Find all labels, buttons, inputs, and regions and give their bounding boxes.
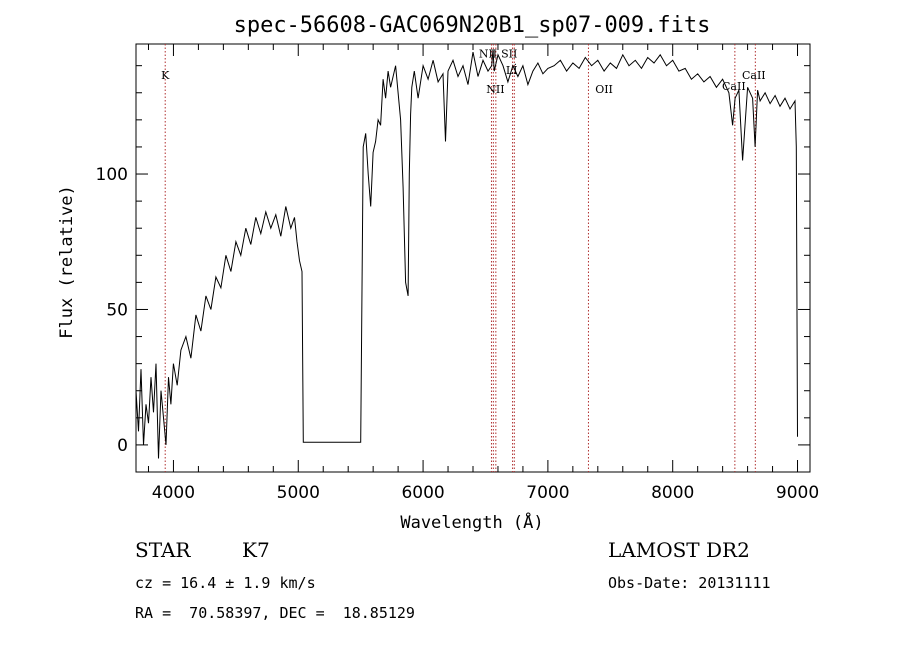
x-tick-label: 8000 bbox=[651, 483, 694, 503]
spectral-line-label: CaII bbox=[742, 69, 766, 82]
spectral-line-label: Lİ bbox=[506, 63, 518, 77]
y-tick-label: 0 bbox=[117, 436, 128, 456]
spectral-line-label: OII bbox=[595, 83, 613, 96]
spectral-line-label: SII bbox=[501, 48, 517, 61]
redshift-text: cz = 16.4 ± 1.9 km/s bbox=[135, 574, 316, 592]
x-tick-label: 9000 bbox=[776, 483, 819, 503]
spectral-line-label: NII bbox=[486, 83, 504, 96]
class-label: STAR bbox=[135, 538, 191, 562]
obs-date-text: Obs-Date: 20131111 bbox=[608, 574, 771, 592]
spectrum-line bbox=[135, 49, 798, 459]
y-tick-label: 50 bbox=[106, 300, 128, 320]
survey-label: LAMOST DR2 bbox=[608, 538, 750, 562]
x-tick-label: 5000 bbox=[277, 483, 320, 503]
spectrum-chart: spec-56608-GAC069N20B1_sp07-009.fits 400… bbox=[57, 13, 819, 533]
coordinates-text: RA = 70.58397, DEC = 18.85129 bbox=[135, 604, 415, 622]
plot-frame bbox=[135, 43, 811, 473]
spectral-line-label: K bbox=[161, 69, 170, 82]
x-tick-label: 4000 bbox=[152, 483, 195, 503]
subclass-label: K7 bbox=[242, 538, 270, 562]
x-axis-label: Wavelength (Å) bbox=[400, 511, 543, 533]
x-tick-label: 6000 bbox=[401, 483, 444, 503]
x-tick-label: 7000 bbox=[526, 483, 569, 503]
spectral-line-label: NII bbox=[479, 48, 497, 61]
y-tick-label: 100 bbox=[96, 165, 128, 185]
spectral-line-label: CaII bbox=[722, 80, 746, 93]
chart-title: spec-56608-GAC069N20B1_sp07-009.fits bbox=[234, 13, 711, 38]
y-axis-label: Flux (relative) bbox=[57, 185, 77, 339]
